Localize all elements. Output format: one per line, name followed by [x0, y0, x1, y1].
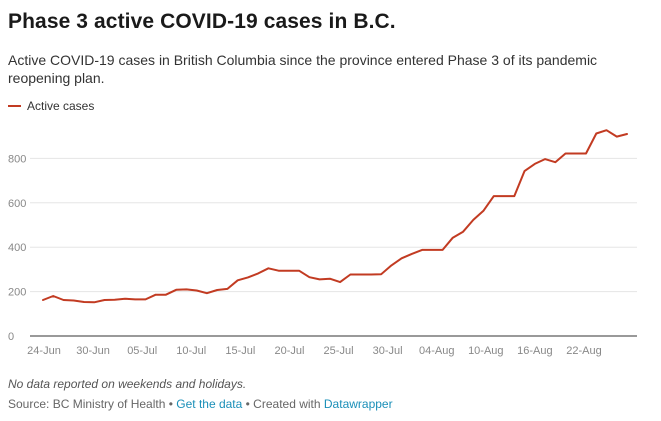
datawrapper-link[interactable]: Datawrapper [323, 397, 393, 411]
x-tick-label: 10-Aug [468, 345, 503, 357]
y-tick-label: 400 [8, 242, 26, 254]
x-tick-label: 20-Jul [274, 345, 304, 357]
x-tick-label: 24-Jun [27, 345, 61, 357]
y-tick-label: 0 [8, 331, 14, 343]
x-tick-label: 30-Jul [373, 345, 403, 357]
y-axis-labels: 0 200 400 600 800 [8, 153, 26, 343]
series-line-active-cases [42, 129, 628, 304]
x-tick-label: 15-Jul [225, 345, 255, 357]
chart-subtitle: Active COVID-19 cases in British Columbi… [8, 52, 598, 86]
x-axis-labels: 24-Jun 30-Jun 05-Jul 10-Jul 15-Jul 20-Jul 25-J… [27, 345, 602, 357]
chart-title: Phase 3 active COVID-19 cases in B.C. [8, 10, 396, 33]
y-tick-label: 800 [8, 153, 26, 165]
x-tick-label: 30-Jun [76, 345, 110, 357]
legend: Active cases [8, 99, 94, 113]
source-text: Source: BC Ministry of Health [8, 397, 166, 411]
y-tick-label: 600 [8, 198, 26, 210]
gridlines [30, 157, 637, 337]
x-tick-label: 16-Aug [517, 345, 552, 357]
x-tick-label: 04-Aug [419, 345, 454, 357]
x-tick-label: 10-Jul [176, 345, 206, 357]
chart-note: No data reported on weekends and holiday… [8, 377, 247, 391]
legend-label: Active cases [27, 99, 95, 113]
get-the-data-link[interactable]: Get the data [176, 397, 243, 411]
footer-created-with: • Created with [242, 397, 324, 411]
footer: Source: BC Ministry of Health • Get the … [8, 397, 393, 411]
x-tick-label: 22-Aug [566, 345, 601, 357]
footer-separator: • [165, 397, 177, 411]
x-tick-label: 25-Jul [324, 345, 354, 357]
legend-swatch [8, 105, 21, 107]
y-tick-label: 200 [8, 287, 26, 299]
x-tick-label: 05-Jul [127, 345, 157, 357]
